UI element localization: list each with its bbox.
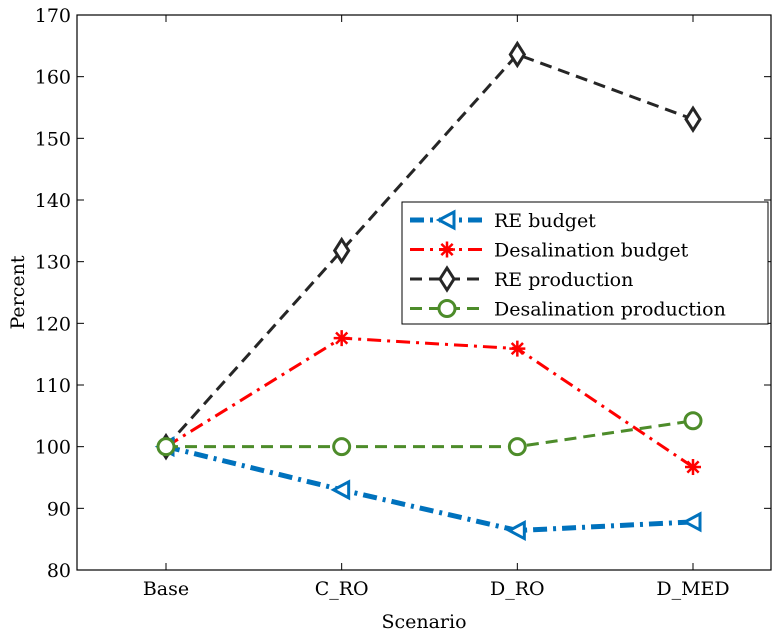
series-0 [165,444,694,534]
y-tick-label: 90 [47,498,71,520]
series-markers-0 [154,436,702,542]
x-axis: Base C_RO D_RO D_MED [143,15,730,600]
legend-entry: RE production [410,265,633,293]
data-point [330,479,351,501]
series-markers-3 [156,411,703,457]
data-point [507,437,527,457]
y-axis-label: Percent [7,255,29,329]
data-point [333,330,350,347]
data-point [156,437,176,457]
y-tick-label: 140 [35,190,71,212]
legend-entry: Desalination production [410,299,726,321]
x-axis-label: Scenario [381,611,466,633]
y-tick-label: 120 [35,313,71,335]
y-tick-label: 130 [35,252,71,274]
y-tick-label: 150 [35,128,71,150]
x-tick-label: C_RO [315,578,369,600]
series-line [166,419,694,449]
data-point [683,411,703,431]
data-point [509,340,526,357]
data-point [332,437,352,457]
legend-label: Desalination budget [494,240,689,262]
legend-marker [435,209,456,231]
series-line [165,444,694,534]
series-line [165,336,694,469]
legend-label: RE budget [494,210,596,232]
legend-entry: RE budget [410,209,596,232]
y-tick-label: 160 [35,67,71,89]
legend-entry: Desalination budget [410,240,689,262]
legend: RE budget Desalination budget RE productio… [401,201,769,325]
legend-label: Desalination production [494,299,726,321]
legend-label: RE production [494,269,633,291]
x-tick-label: D_RO [490,578,545,600]
y-tick-label: 170 [35,5,71,27]
series-markers-1 [158,330,701,476]
data-point [681,511,702,533]
legend-marker [439,241,455,258]
data-point [332,236,351,265]
data-point [506,520,526,542]
data-point [685,459,701,476]
plot-area: 80 90 100 110 120 130 140 150 160 170 Base C_RO D_R… [35,5,772,600]
data-point [508,40,527,69]
y-axis: 80 90 100 110 120 130 140 150 160 170 [35,5,771,582]
legend-box [401,201,769,325]
x-tick-label: Base [143,578,189,600]
data-point [684,105,702,134]
legend-marker [438,265,456,293]
y-tick-label: 100 [35,437,71,459]
legend-marker [437,299,457,318]
x-tick-label: D_MED [656,578,729,600]
plot-frame [76,14,772,571]
series-layer [154,40,703,542]
series-3 [166,419,694,449]
y-tick-label: 80 [47,560,71,582]
series-1 [165,336,694,469]
y-tick-label: 110 [35,375,71,397]
